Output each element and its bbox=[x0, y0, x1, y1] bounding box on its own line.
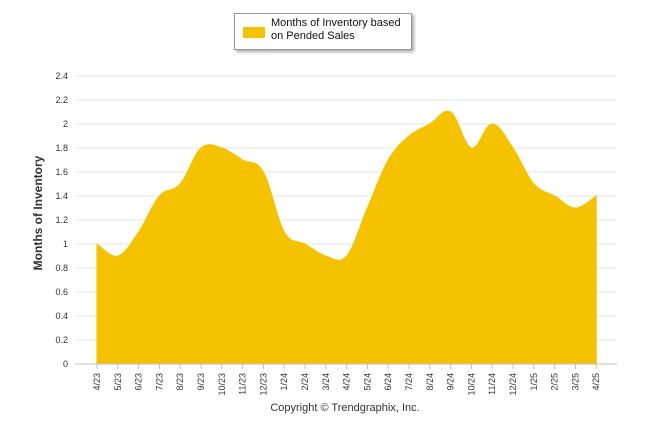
x-tick-label: 7/23 bbox=[154, 373, 164, 391]
x-tick-label: 7/24 bbox=[404, 373, 414, 391]
x-tick-label: 4/24 bbox=[342, 373, 352, 391]
x-tick-label: 11/23 bbox=[238, 373, 248, 395]
y-tick-label: 0 bbox=[63, 359, 68, 369]
x-axis-ticks: 4/23 5/23 6/23 7/23 8/23 9/23 10/23 11/23 12/23 1… bbox=[92, 364, 601, 396]
legend-label: Months of Inventory based on Pended Sale… bbox=[271, 17, 401, 42]
area-series bbox=[96, 110, 597, 365]
legend: Months of Inventory based on Pended Sale… bbox=[234, 13, 412, 50]
y-tick-label: 0.6 bbox=[55, 287, 68, 297]
x-tick-label: 12/24 bbox=[508, 373, 518, 396]
x-tick-label: 10/24 bbox=[466, 373, 476, 396]
x-tick-label: 9/23 bbox=[196, 373, 206, 391]
x-tick-label: 11/24 bbox=[487, 373, 497, 395]
y-axis-ticks: 0 0.2 0.4 0.6 0.8 1 1.2 1.4 1.6 1.8 2 2.2 2.4 bbox=[55, 71, 68, 369]
y-tick-label: 2.2 bbox=[55, 95, 68, 105]
y-tick-label: 1 bbox=[63, 239, 68, 249]
y-tick-label: 2.4 bbox=[55, 71, 68, 81]
x-tick-label: 12/23 bbox=[258, 373, 268, 396]
y-tick-label: 1.2 bbox=[55, 215, 68, 225]
x-tick-label: 8/23 bbox=[175, 373, 185, 391]
y-tick-label: 2 bbox=[63, 119, 68, 129]
x-tick-label: 1/25 bbox=[529, 373, 539, 391]
x-tick-label: 10/23 bbox=[217, 373, 227, 396]
y-axis-title: Months of Inventory bbox=[31, 155, 45, 270]
x-tick-label: 5/24 bbox=[362, 373, 372, 391]
x-tick-label: 4/25 bbox=[591, 373, 601, 391]
x-tick-label: 3/24 bbox=[321, 373, 331, 391]
y-tick-label: 1.4 bbox=[55, 191, 68, 201]
y-tick-label: 1.6 bbox=[55, 167, 68, 177]
x-tick-label: 6/23 bbox=[134, 373, 144, 391]
legend-swatch bbox=[243, 27, 265, 38]
x-tick-label: 3/25 bbox=[570, 373, 580, 391]
y-tick-label: 0.4 bbox=[55, 311, 68, 321]
x-tick-label: 6/24 bbox=[383, 373, 393, 391]
y-tick-label: 0.8 bbox=[55, 263, 68, 273]
x-tick-label: 1/24 bbox=[279, 373, 289, 391]
copyright-text: Copyright © Trendgraphix, Inc. bbox=[270, 402, 420, 414]
y-tick-label: 0.2 bbox=[55, 335, 68, 345]
x-tick-label: 2/24 bbox=[300, 373, 310, 391]
x-tick-label: 4/23 bbox=[92, 373, 102, 391]
y-tick-label: 1.8 bbox=[55, 143, 68, 153]
x-tick-label: 9/24 bbox=[446, 373, 456, 391]
x-tick-label: 2/25 bbox=[550, 373, 560, 391]
x-tick-label: 5/23 bbox=[113, 373, 123, 391]
x-tick-label: 8/24 bbox=[425, 373, 435, 391]
